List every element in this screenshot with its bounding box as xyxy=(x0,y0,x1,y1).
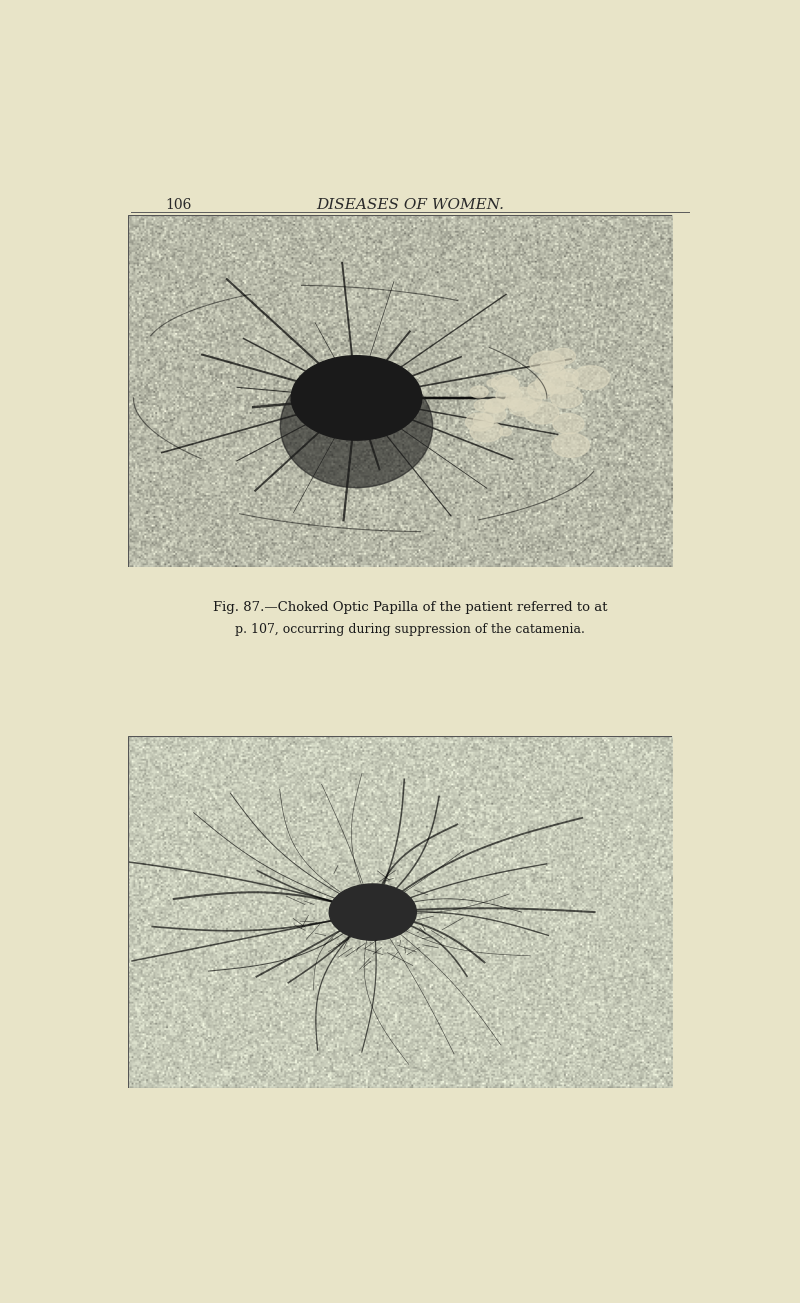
Text: 106: 106 xyxy=(165,198,191,212)
Circle shape xyxy=(466,413,494,431)
Circle shape xyxy=(483,408,506,422)
Circle shape xyxy=(470,386,488,397)
Circle shape xyxy=(499,429,511,435)
Circle shape xyxy=(506,387,542,410)
Circle shape xyxy=(491,375,518,392)
Circle shape xyxy=(484,399,506,413)
Circle shape xyxy=(474,414,494,427)
Text: DISEASES OF WOMEN.: DISEASES OF WOMEN. xyxy=(316,198,504,212)
Circle shape xyxy=(487,379,498,387)
Circle shape xyxy=(528,380,555,399)
Circle shape xyxy=(291,356,422,440)
Circle shape xyxy=(541,361,555,370)
Circle shape xyxy=(553,413,584,434)
Circle shape xyxy=(496,387,522,404)
Circle shape xyxy=(548,366,565,377)
Circle shape xyxy=(509,397,538,416)
Circle shape xyxy=(497,378,519,392)
Circle shape xyxy=(543,371,578,394)
Circle shape xyxy=(470,421,502,442)
Circle shape xyxy=(486,399,506,412)
Circle shape xyxy=(474,400,492,412)
Circle shape xyxy=(573,366,610,390)
Ellipse shape xyxy=(280,365,433,487)
Circle shape xyxy=(535,374,566,394)
Circle shape xyxy=(530,351,565,374)
Circle shape xyxy=(552,433,590,457)
Circle shape xyxy=(330,883,416,941)
Circle shape xyxy=(560,369,578,380)
Circle shape xyxy=(550,348,575,365)
Circle shape xyxy=(503,397,518,408)
Circle shape xyxy=(510,400,526,410)
Text: p. 107, occurring during suppression of the catamenia.: p. 107, occurring during suppression of … xyxy=(235,623,585,636)
Text: Fig. 87.—Choked Optic Papilla of the patient referred to at: Fig. 87.—Choked Optic Papilla of the pat… xyxy=(213,601,607,614)
Text: Fig. 88.—Same Papilla when recovering.: Fig. 88.—Same Papilla when recovering. xyxy=(274,1002,546,1015)
Circle shape xyxy=(550,387,582,408)
Circle shape xyxy=(525,401,559,423)
